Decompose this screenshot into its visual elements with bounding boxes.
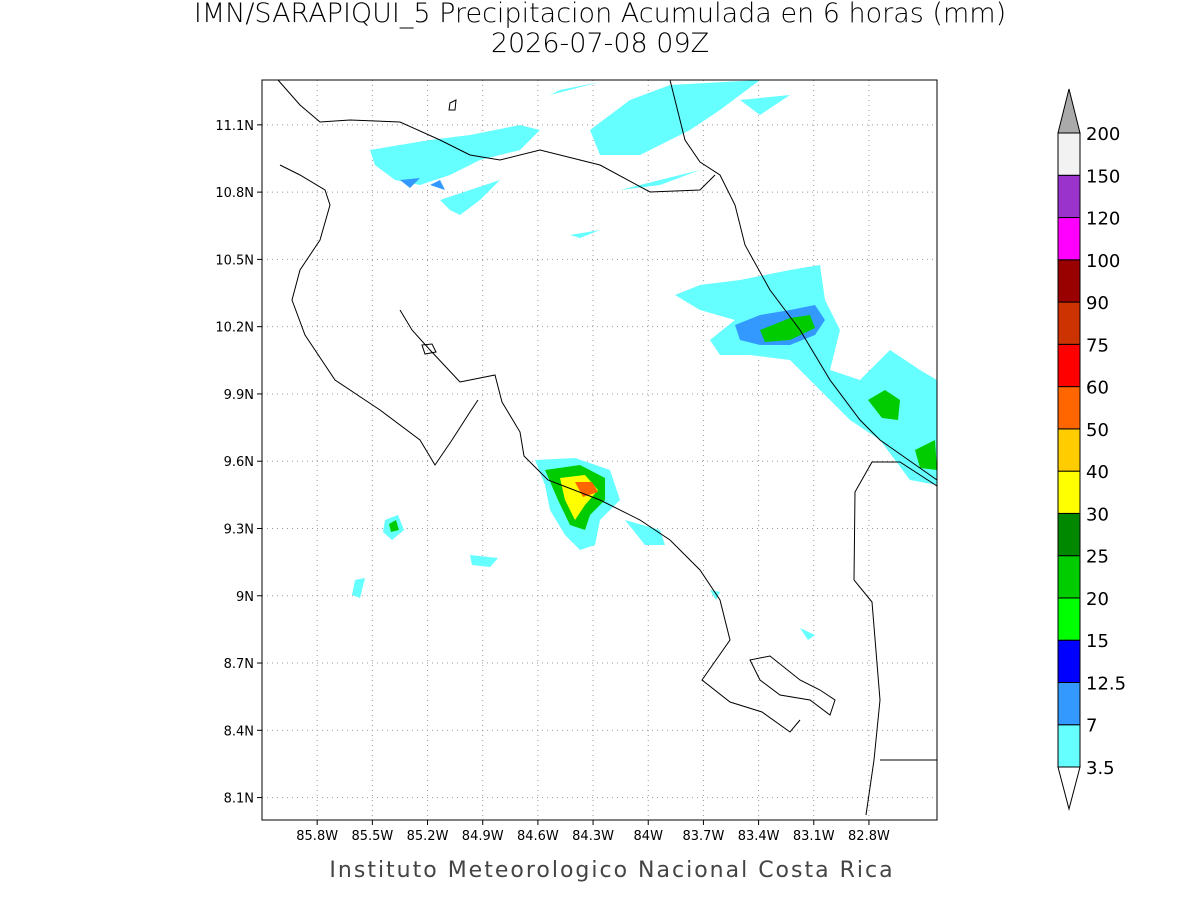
x-tick-label: 83.7W — [683, 829, 725, 844]
rain-area — [370, 125, 540, 185]
x-tick-label: 85.8W — [296, 829, 338, 844]
rain-area — [675, 265, 937, 485]
colorbar-label: 40 — [1086, 462, 1109, 483]
colorbar-segment — [1057, 386, 1081, 430]
x-tick-label: 84.6W — [517, 829, 559, 844]
axis-ticks: 85.8W 85.5W 85.2W 84.9W 84.6W 84.3W 84W 83.7W 83… — [215, 119, 890, 844]
y-tick-label: 8.7N — [224, 657, 254, 672]
x-tick-label: 84.9W — [462, 829, 504, 844]
colorbar-segment — [1057, 639, 1081, 683]
plot-background — [262, 80, 937, 820]
grid — [262, 80, 937, 820]
precipitation — [352, 80, 937, 640]
colorbar-segment — [1057, 428, 1081, 472]
colorbar-under — [1057, 766, 1081, 811]
colorbar-segment — [1057, 343, 1081, 388]
colorbar-segment — [1057, 301, 1081, 345]
x-tick-label: 83.1W — [793, 829, 835, 844]
rain-area — [389, 520, 399, 532]
colorbar: 3.5 7 12.5 15 20 25 30 40 50 60 75 90 100 120 150 200 — [1057, 88, 1126, 811]
y-tick-label: 9N — [236, 590, 254, 605]
colorbar-segment — [1057, 174, 1081, 219]
plot-frame — [261, 79, 938, 821]
y-tick-label: 9.3N — [224, 522, 254, 537]
rain-area — [550, 82, 790, 238]
coastline — [277, 79, 716, 193]
colorbar-label: 30 — [1086, 504, 1109, 525]
colorbar-label: 150 — [1086, 166, 1120, 187]
y-tick-label: 9.6N — [224, 455, 254, 470]
colorbar-segment — [1057, 724, 1081, 768]
rain-area — [590, 80, 760, 155]
x-tick-label: 85.2W — [407, 829, 449, 844]
x-tick-label: 84.3W — [572, 829, 614, 844]
colorbar-label: 75 — [1086, 335, 1109, 356]
colorbar-label: 3.5 — [1086, 758, 1115, 779]
x-tick-label: 85.5W — [351, 829, 393, 844]
y-tick-label: 8.4N — [224, 724, 254, 739]
colorbar-segment — [1057, 132, 1081, 176]
coastline — [399, 309, 801, 733]
y-tick-label: 10.8N — [215, 186, 254, 201]
rain-area — [760, 315, 815, 342]
colorbar-label: 20 — [1086, 589, 1109, 610]
coastline — [669, 79, 938, 481]
colorbar-label: 25 — [1086, 547, 1109, 568]
plot-area: 85.8W 85.5W 85.2W 84.9W 84.6W 84.3W 84W 83.7W 83… — [215, 79, 938, 844]
rain-area — [440, 180, 500, 215]
colorbar-label: 15 — [1086, 631, 1109, 652]
colorbar-segment — [1057, 217, 1081, 261]
colorbar-segment — [1057, 470, 1081, 514]
colorbar-label: 50 — [1086, 420, 1109, 441]
colorbar-segment — [1057, 597, 1081, 641]
coastline — [421, 99, 457, 355]
coastline — [279, 164, 479, 466]
rain-area — [352, 515, 815, 640]
x-tick-label: 83.4W — [738, 829, 780, 844]
colorbar-segment — [1057, 555, 1081, 599]
y-tick-label: 8.1N — [224, 792, 254, 807]
colorbar-label: 90 — [1086, 293, 1109, 314]
coastlines — [277, 79, 938, 816]
colorbar-label: 60 — [1086, 378, 1109, 399]
coastline — [853, 461, 938, 816]
colorbar-segment — [1057, 259, 1081, 303]
colorbar-label: 120 — [1086, 209, 1120, 230]
y-tick-label: 10.2N — [215, 321, 254, 336]
colorbar-label: 100 — [1086, 251, 1120, 272]
footer: Instituto Meteorologico Nacional Costa R… — [329, 858, 894, 883]
rain-area — [400, 178, 445, 190]
rain-area — [575, 482, 598, 497]
coastline — [749, 655, 836, 716]
y-tick-label: 11.1N — [215, 119, 254, 134]
rain-area — [868, 390, 937, 470]
x-tick-label: 82.8W — [848, 829, 890, 844]
x-tick-label: 84W — [634, 829, 664, 844]
y-tick-label: 9.9N — [224, 388, 254, 403]
y-tick-label: 10.5N — [215, 253, 254, 268]
colorbar-segment — [1057, 681, 1081, 726]
colorbar-over — [1057, 88, 1081, 134]
colorbar-label: 200 — [1086, 124, 1120, 145]
colorbar-label: 12.5 — [1086, 673, 1126, 694]
colorbar-segment — [1057, 512, 1081, 557]
subtitle: 2026-07-08 09Z — [491, 28, 709, 59]
colorbar-label: 7 — [1086, 716, 1097, 737]
title: IMN/SARAPIQUI_5 Precipitacion Acumulada … — [194, 0, 1006, 29]
